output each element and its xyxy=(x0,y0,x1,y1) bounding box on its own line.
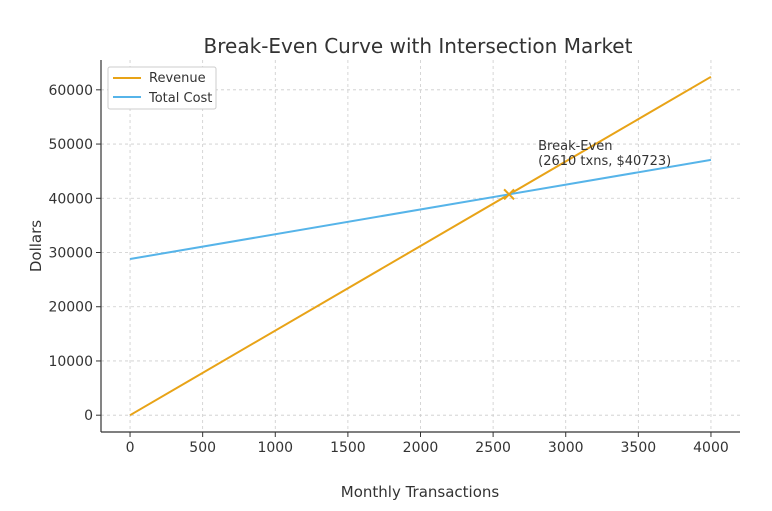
series-line-total-cost xyxy=(129,158,712,261)
annotation-line-1: Break-Even xyxy=(538,139,612,154)
x-tick-label: 1500 xyxy=(330,440,366,456)
x-tick-label: 4000 xyxy=(693,440,729,456)
annotation-line-2: (2610 txns, $40723) xyxy=(538,154,671,169)
y-tick-label: 40000 xyxy=(48,191,93,207)
annotation: Break-Even (2610 txns, $40723) xyxy=(538,139,671,169)
series-layer xyxy=(129,75,712,417)
break-even-marker xyxy=(503,188,515,201)
x-tick-label: 3500 xyxy=(621,440,657,456)
legend-label-total-cost: Total Cost xyxy=(148,91,212,106)
y-tick-label: 60000 xyxy=(48,83,93,99)
y-tick-label: 0 xyxy=(84,408,93,424)
x-tick-label: 2500 xyxy=(475,440,511,456)
y-tick-label: 50000 xyxy=(48,137,93,153)
legend: Revenue Total Cost xyxy=(107,66,217,110)
x-tick-label: 1000 xyxy=(257,440,293,456)
y-tick-label: 20000 xyxy=(48,300,93,316)
x-tick-label: 0 xyxy=(126,440,135,456)
y-tick-label: 30000 xyxy=(48,246,93,262)
x-tick-label: 3000 xyxy=(548,440,584,456)
x-axis-label: Monthly Transactions xyxy=(341,483,500,501)
axes: 0 500 1000 1500 2000 2500 3000 3500 400001000020… xyxy=(48,60,740,456)
x-tick-label: 500 xyxy=(189,440,216,456)
x-tick-label: 2000 xyxy=(403,440,439,456)
series-line-revenue xyxy=(129,75,712,417)
chart-title: Break-Even Curve with Intersection Marke… xyxy=(204,34,633,58)
legend-label-revenue: Revenue xyxy=(149,71,206,86)
y-axis-label: Dollars xyxy=(27,220,45,272)
y-tick-label: 10000 xyxy=(48,354,93,370)
